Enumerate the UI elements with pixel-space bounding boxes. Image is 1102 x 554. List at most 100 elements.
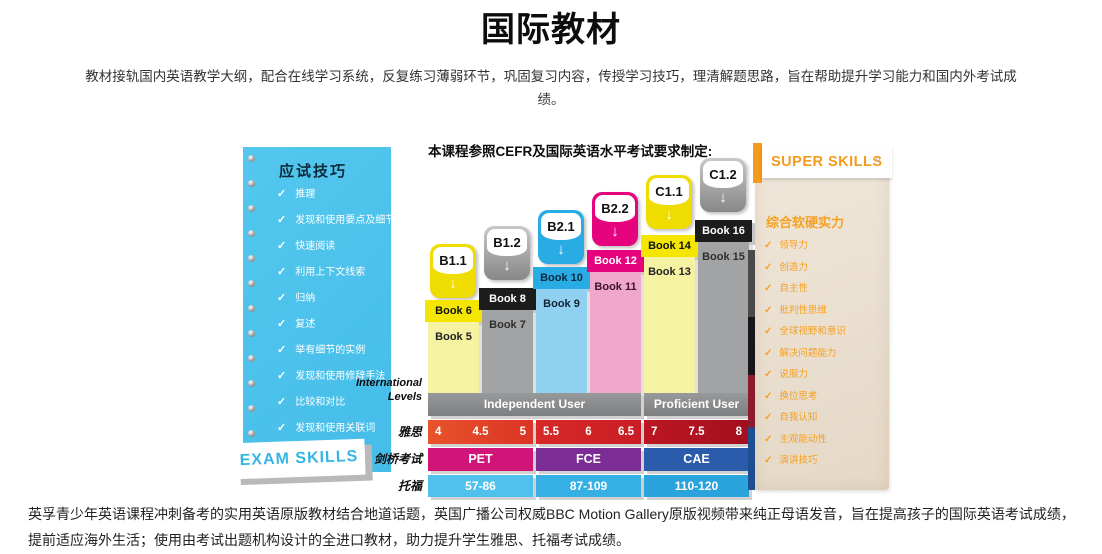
level-badge-b12: B1.2 ↓ xyxy=(484,226,530,280)
down-arrow-icon: ↓ xyxy=(611,223,619,240)
list-item: ✓ 快速阅读 xyxy=(277,240,395,253)
list-item-label: 发现和使用要点及细节 xyxy=(295,215,396,226)
toefl-range: 110-120 xyxy=(644,475,749,497)
list-item: ✓ 自我认知 xyxy=(764,412,846,424)
check-icon: ✓ xyxy=(277,318,287,330)
row-label-toefl: 托福 xyxy=(397,479,422,493)
list-item-label: 推理 xyxy=(295,189,316,200)
paper-corner-mark: 〃 xyxy=(873,156,883,167)
chart-title: 本课程参照CEFR及国际英语水平考试要求制定: xyxy=(428,144,713,159)
band-independent-user: Independent User xyxy=(428,393,641,416)
row-label-ielts: 雅思 xyxy=(397,425,422,439)
ielts-value: 5 xyxy=(519,426,526,438)
orange-accent-bar xyxy=(753,143,762,183)
list-item-label: 快速阅读 xyxy=(295,241,336,252)
book-header: Book 10 xyxy=(533,267,590,289)
ielts-segment: 4 4.5 5 xyxy=(428,420,533,444)
footer-paragraph: 英孚青少年英语课程冲刺备考的实用英语原版教材结合地道话题，英国广播公司权威BBC… xyxy=(28,506,1075,548)
label-line: International xyxy=(355,377,422,389)
check-icon: ✓ xyxy=(764,455,773,467)
down-arrow-icon: ↓ xyxy=(449,275,457,292)
list-item: ✓ 推理 xyxy=(277,189,395,201)
spiral-dot xyxy=(248,380,255,387)
book-body: Book 13 xyxy=(644,257,695,393)
check-icon: ✓ xyxy=(277,266,287,278)
level-badge-b21: B2.1 ↓ xyxy=(538,210,584,264)
spiral-dot xyxy=(248,180,255,187)
check-icon: ✓ xyxy=(764,347,773,359)
list-item: ✓ 演讲技巧 xyxy=(764,455,846,467)
book-body: Book 5 xyxy=(428,322,479,393)
ielts-value: 7 xyxy=(651,426,658,438)
cambridge-pet: PET xyxy=(428,448,533,471)
book-body: Book 9 xyxy=(536,289,587,393)
check-icon: ✓ xyxy=(277,344,287,356)
ielts-value: 7.5 xyxy=(688,426,705,438)
list-item-label: 归纳 xyxy=(295,293,316,304)
list-item-label: 举有细节的实例 xyxy=(295,345,366,356)
spiral-dot xyxy=(248,155,255,162)
down-arrow-icon: ↓ xyxy=(665,206,673,223)
check-icon: ✓ xyxy=(764,326,773,338)
list-item-label: 利用上下文线索 xyxy=(295,267,366,278)
list-item: ✓ 主观能动性 xyxy=(764,433,846,446)
ielts-value: 6 xyxy=(585,426,592,438)
list-item: ✓ 全球视野和意识 xyxy=(764,326,846,338)
row-label-international-levels: International Levels xyxy=(326,377,422,404)
list-item: ✓ 比较和对比 xyxy=(277,397,395,409)
row-label-cambridge: 剑桥考试 xyxy=(373,452,422,466)
spiral-dot xyxy=(248,230,255,237)
spiral-dot xyxy=(248,430,255,437)
level-badge-c11: C1.1 ↓ xyxy=(646,175,692,229)
list-item: ✓ 说服力 xyxy=(764,369,846,381)
book-header: Book 16 xyxy=(695,220,752,242)
exam-skills-list: ✓ 推理 ✓ 发现和使用要点及细节 ✓ 快速阅读 ✓ 利用上下文线索 ✓ 归纳 ✓ 复述 ✓… xyxy=(277,189,395,449)
book-body: Book 15 xyxy=(698,242,749,393)
cambridge-fce: FCE xyxy=(536,448,641,471)
book-body: Book 7 xyxy=(482,310,533,393)
list-item: ✓ 利用上下文线索 xyxy=(277,266,395,279)
ielts-segment: 5.5 6 6.5 xyxy=(536,420,641,444)
list-item-label: 自主性 xyxy=(779,283,808,294)
toefl-range: 87-109 xyxy=(536,475,641,497)
list-item-label: 换位思考 xyxy=(779,390,818,402)
band-proficient-user: Proficient User xyxy=(644,393,749,416)
list-item-label: 自我认知 xyxy=(779,412,818,423)
card-stack-edge xyxy=(748,250,755,490)
level-badge-c12: C1.2 ↓ xyxy=(700,158,746,212)
list-item-label: 领导力 xyxy=(779,240,808,251)
level-label: B1.1 xyxy=(433,247,473,274)
book-column-c11: Book 14 Book 13 xyxy=(641,235,698,393)
intro-paragraph: 教材接轨国内英语教学大纲，配合在线学习系统，反复练习薄弱环节，巩固复习内容，传授… xyxy=(85,69,1017,107)
list-item: ✓ 复述 xyxy=(277,318,395,331)
ielts-value: 4.5 xyxy=(472,426,489,438)
spiral-dot xyxy=(248,355,255,362)
check-icon: ✓ xyxy=(764,433,773,445)
book-column-b11: Book 6 Book 5 xyxy=(425,300,482,393)
list-item: ✓ 举有细节的实例 xyxy=(277,344,395,357)
super-skills-list: ✓ 领导力 ✓ 创造力 ✓ 自主性 ✓ 批判性思维 ✓ 全球视野和意识 ✓ 解决问题能力 ✓… xyxy=(764,240,846,478)
check-icon: ✓ xyxy=(277,240,287,252)
check-icon: ✓ xyxy=(277,292,287,304)
book-column-b21: Book 10 Book 9 xyxy=(533,267,590,393)
spiral-binding xyxy=(248,155,258,462)
level-label: C1.1 xyxy=(649,178,689,205)
list-item-label: 说服力 xyxy=(779,369,808,380)
list-item-label: 创造力 xyxy=(779,261,808,273)
level-label: B2.2 xyxy=(595,195,635,222)
book-header: Book 12 xyxy=(587,250,644,272)
level-label: C1.2 xyxy=(703,161,743,188)
book-header: Book 14 xyxy=(641,235,698,257)
super-skills-heading: 综合软硬实力 xyxy=(766,215,845,230)
spiral-dot xyxy=(248,205,255,212)
level-badge-b22: B2.2 ↓ xyxy=(592,192,638,246)
check-icon: ✓ xyxy=(764,412,773,424)
exam-skills-panel: 应试技巧 ✓ 推理 ✓ 发现和使用要点及细节 ✓ 快速阅读 ✓ 利用上下文线索 ✓ 归纳 … xyxy=(243,147,395,472)
list-item-label: 发现和使用关联词 xyxy=(295,423,376,434)
list-item-label: 比较和对比 xyxy=(295,397,346,408)
down-arrow-icon: ↓ xyxy=(503,257,511,274)
spiral-dot xyxy=(248,255,255,262)
list-item-label: 主观能动性 xyxy=(779,433,827,445)
down-arrow-icon: ↓ xyxy=(719,189,727,206)
list-item-label: 复述 xyxy=(295,319,316,330)
